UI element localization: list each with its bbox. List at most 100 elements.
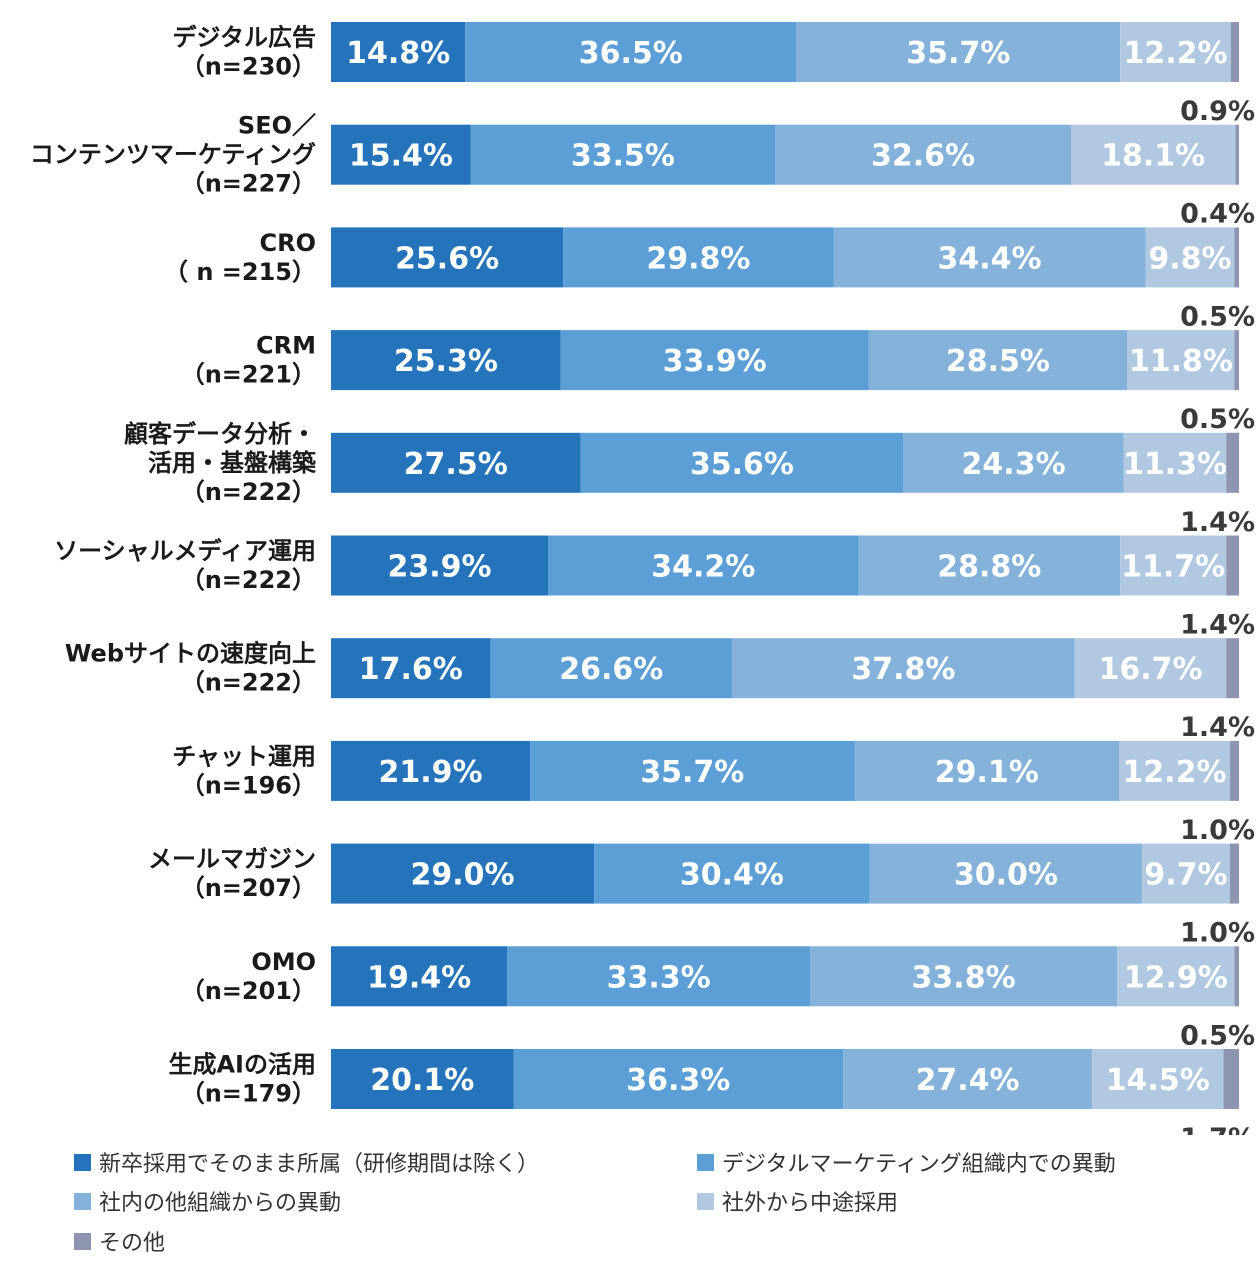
category-label: SEO／ <box>238 112 316 140</box>
data-label: 29.0% <box>410 858 514 893</box>
category-label: Webサイトの速度向上 <box>65 640 316 668</box>
legend-item-new-grad: 新卒採用でそのまま所属（研修期間は除く） <box>74 1146 539 1178</box>
data-label: 16.7% <box>1099 652 1203 687</box>
data-label: 33.9% <box>663 344 767 379</box>
stacked-bar-chart: デジタル広告（n=230） 14.8% 36.5% 35.7% 12.2% 0.9% SEO… <box>30 22 1255 1135</box>
bar-segment <box>1223 1049 1239 1109</box>
category-label: コンテンツマーケティング <box>30 141 316 169</box>
data-label: 25.3% <box>394 344 498 379</box>
bar-segment <box>331 227 564 288</box>
data-label: 14.5% <box>1106 1063 1210 1098</box>
category-label: デジタル広告 <box>172 24 316 52</box>
bar-segment <box>1071 124 1236 185</box>
bar-segment <box>507 946 810 1007</box>
bar-segment <box>858 535 1121 596</box>
bar-segment <box>513 1049 844 1109</box>
data-label: 27.5% <box>404 447 508 482</box>
category-label: （n=222） <box>181 566 316 594</box>
bar-segment <box>1234 227 1239 288</box>
data-label: 12.9% <box>1124 960 1228 995</box>
data-label: 0.5% <box>1180 301 1255 332</box>
data-label: 0.5% <box>1180 1020 1255 1051</box>
legend-swatch <box>74 1192 91 1210</box>
category-label: （n=227） <box>181 170 316 198</box>
legend-label: 社外から中途採用 <box>722 1191 899 1216</box>
data-label: 34.4% <box>938 241 1042 276</box>
data-label: 11.3% <box>1123 447 1227 482</box>
data-label: 32.6% <box>871 139 975 174</box>
category-label: （n=179） <box>181 1080 316 1108</box>
bar-segment <box>1234 330 1239 391</box>
data-label: 11.8% <box>1129 344 1233 379</box>
bar-segment <box>548 535 859 596</box>
legend-label: その他 <box>99 1231 166 1256</box>
bar-segment <box>903 432 1124 493</box>
legend-label: 社内の他組織からの異動 <box>99 1191 342 1216</box>
data-label: 12.2% <box>1123 36 1227 71</box>
bar-segment <box>1117 946 1235 1007</box>
bar-segment <box>594 843 870 904</box>
bar-segment <box>1127 330 1235 391</box>
data-label: 25.6% <box>395 241 499 276</box>
bar-segment <box>331 535 549 596</box>
data-label: 33.5% <box>571 139 675 174</box>
data-label: 19.4% <box>367 960 471 995</box>
bar-segment <box>1226 535 1239 596</box>
data-label: 1.4% <box>1180 610 1255 641</box>
data-label: 0.4% <box>1180 199 1255 230</box>
data-label: 34.2% <box>651 550 755 585</box>
category-label: （n=230） <box>181 53 316 81</box>
data-label: 33.8% <box>912 960 1016 995</box>
legend-item-other-dept-transfer: 社内の他組織からの異動 <box>74 1185 341 1217</box>
bar-segment <box>1226 638 1239 699</box>
bar-segment <box>854 740 1120 801</box>
bar-segment <box>470 124 776 185</box>
data-label: 24.3% <box>962 447 1066 482</box>
data-label: 1.0% <box>1180 918 1255 949</box>
bar-segment <box>869 843 1142 904</box>
bar-segment <box>1230 22 1239 82</box>
bar-segment <box>490 638 732 699</box>
bar-segment <box>331 946 508 1007</box>
bar-segment <box>1229 843 1239 904</box>
data-label: 1.4% <box>1180 507 1255 538</box>
data-label: 27.4% <box>915 1063 1019 1098</box>
bar-segment <box>331 638 491 699</box>
data-label: 9.8% <box>1148 241 1231 276</box>
data-label: 18.1% <box>1101 139 1205 174</box>
category-label: メールマガジン <box>148 845 316 873</box>
bar-segment <box>580 432 904 493</box>
category-label: 活用・基盤構築 <box>148 449 317 477</box>
category-label: （ n =215） <box>164 258 316 286</box>
bar-segment <box>465 22 797 82</box>
category-label: チャット運用 <box>172 742 316 770</box>
data-label: 28.8% <box>937 550 1041 585</box>
legend-swatch <box>74 1153 91 1171</box>
data-label: 15.4% <box>349 139 453 174</box>
bar-segment <box>530 740 855 801</box>
bar-segment <box>1226 432 1239 493</box>
legend-label: デジタルマーケティング組織内での異動 <box>722 1152 1116 1177</box>
legend-swatch <box>697 1192 714 1210</box>
bar-segment <box>809 946 1118 1007</box>
bar-segment <box>331 330 561 391</box>
data-label: 17.6% <box>359 652 463 687</box>
data-label: 28.5% <box>946 344 1050 379</box>
category-label: （n=221） <box>181 361 316 389</box>
legend-swatch <box>697 1153 714 1171</box>
legend-swatch <box>74 1232 91 1250</box>
bar-segment <box>1229 740 1239 801</box>
bar-segment <box>1120 535 1227 596</box>
data-label: 37.8% <box>851 652 955 687</box>
data-label: 12.2% <box>1122 755 1226 790</box>
bar-segment <box>1119 740 1230 801</box>
bar-segment <box>331 124 471 185</box>
category-label: （n=201） <box>181 977 316 1005</box>
bar-segment <box>796 22 1121 82</box>
data-label: 36.5% <box>579 36 683 71</box>
category-label: ソーシャルメディア運用 <box>54 537 316 565</box>
data-label: 0.9% <box>1180 96 1255 127</box>
data-label: 29.8% <box>646 241 750 276</box>
category-label: （n=207） <box>181 874 316 902</box>
data-label: 1.7% <box>1180 1123 1255 1135</box>
